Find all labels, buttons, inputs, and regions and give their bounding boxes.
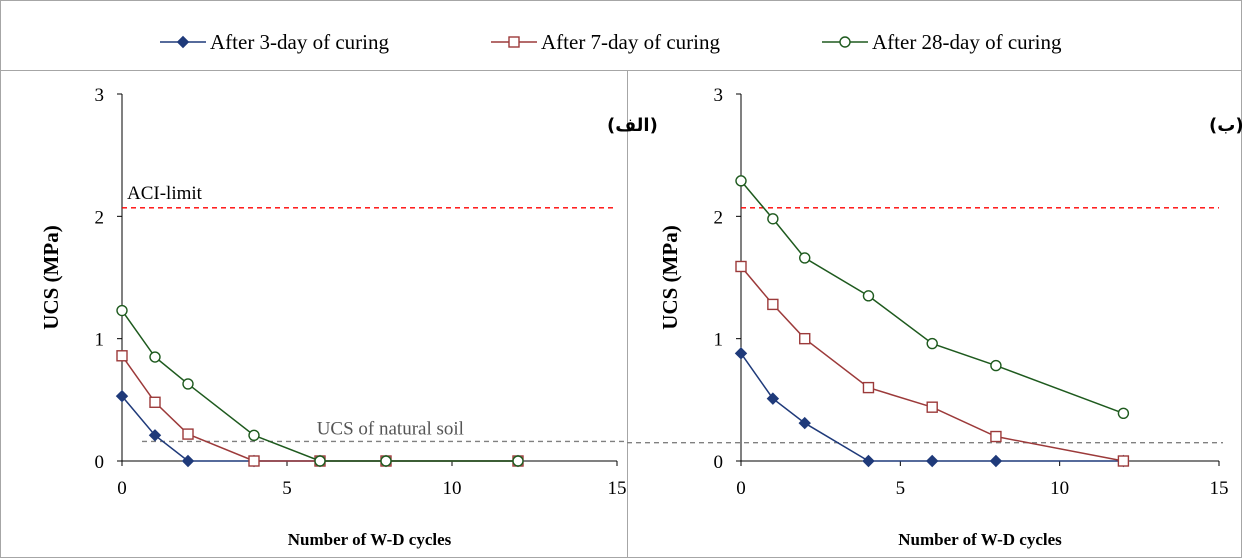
data-point-diamond (766, 392, 780, 405)
data-point-circle (314, 455, 326, 467)
legend-marker-circle (839, 36, 851, 48)
y-tick-label: 3 (714, 85, 724, 106)
legend-label-3: After 28-day of curing (872, 30, 1062, 54)
data-point-square (116, 350, 128, 362)
data-point-diamond (862, 454, 875, 468)
data-point-circle (149, 351, 161, 363)
aci-limit-label: ACI-limit (127, 183, 203, 204)
x-tick-label: 5 (896, 478, 906, 499)
data-point-square (990, 430, 1002, 443)
data-point-circle (990, 359, 1002, 372)
x-axis-title: Number of W-D cycles (898, 530, 1062, 549)
y-tick-label: 2 (714, 207, 724, 228)
data-point-circle (1117, 407, 1130, 419)
x-axis-title: Number of W-D cycles (288, 530, 452, 549)
data-point-square (149, 396, 161, 408)
x-tick-label: 15 (1210, 478, 1229, 499)
data-point-square (182, 428, 194, 440)
y-tick-label: 1 (714, 330, 724, 351)
legend-marker-diamond (176, 35, 190, 49)
x-tick-label: 10 (443, 478, 462, 499)
data-point-square (248, 455, 260, 467)
data-point-circle (799, 252, 811, 264)
data-point-circle (380, 455, 392, 467)
legend-marker-square (508, 36, 520, 48)
data-point-square (735, 260, 747, 273)
chart-panel-be: 0 1 2 3 0 5 10 15 UCS (MPa) Number of W-D cycles (… (627, 85, 1242, 549)
y-tick-label: 0 (95, 452, 105, 473)
legend-label-1: After 3-day of curing (210, 30, 390, 54)
panel-label-be: (ب) (1209, 115, 1242, 136)
legend: After 3-day of curing After 7-day of curi… (160, 30, 1062, 54)
x-tick-label: 0 (736, 478, 746, 499)
data-point-diamond (148, 429, 162, 442)
data-point-diamond (798, 416, 811, 430)
chart-panel-alef: 0 1 2 3 0 5 10 15 UCS (MPa) Number of W-D cycles (… (39, 85, 658, 549)
y-tick-label: 2 (95, 207, 105, 228)
data-point-square (926, 401, 938, 413)
data-point-circle (512, 455, 524, 467)
x-tick-label: 0 (117, 478, 127, 499)
x-tick-label: 10 (1050, 478, 1069, 499)
natural-soil-ucs-label: UCS of natural soil (317, 418, 464, 439)
x-tick-label: 5 (282, 478, 292, 499)
data-point-circle (182, 378, 194, 390)
data-point-diamond (989, 454, 1003, 468)
legend-label-2: After 7-day of curing (541, 30, 721, 54)
y-tick-label: 3 (95, 85, 105, 106)
data-point-circle (735, 175, 747, 187)
data-point-circle (116, 304, 128, 317)
data-point-diamond (115, 389, 129, 403)
data-point-circle (767, 213, 779, 225)
x-tick-label: 15 (608, 478, 627, 499)
y-axis-title: UCS (MPa) (39, 225, 63, 329)
panel-label-alef: (الف) (607, 115, 658, 136)
y-tick-label: 1 (95, 330, 105, 351)
data-point-square (767, 298, 779, 311)
data-point-circle (862, 290, 875, 302)
y-tick-label: 0 (714, 452, 724, 473)
data-point-circle (248, 429, 260, 442)
data-point-circle (926, 337, 938, 350)
data-point-diamond (925, 454, 939, 468)
data-point-diamond (734, 347, 748, 360)
data-point-square (799, 332, 811, 345)
data-point-square (1117, 455, 1130, 467)
data-point-square (862, 381, 875, 394)
data-point-diamond (181, 454, 195, 468)
y-axis-title: UCS (MPa) (658, 225, 682, 329)
